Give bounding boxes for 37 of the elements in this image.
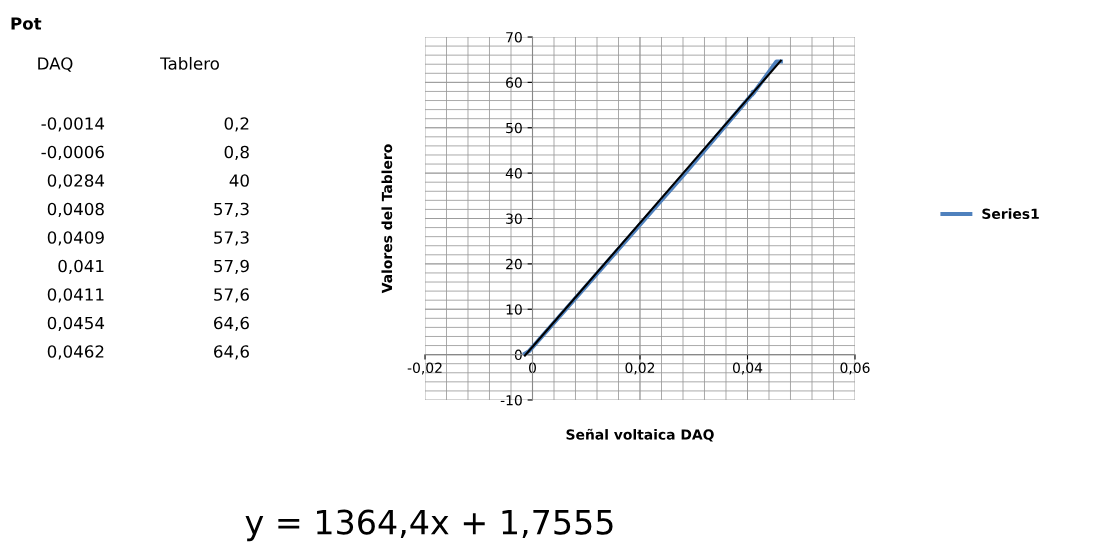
text: 0,0462 — [47, 345, 104, 360]
text: 0,0409 — [47, 231, 104, 246]
text: 0,8 — [224, 145, 249, 161]
x-tick-label: 0,02 — [625, 362, 655, 375]
text: 57,6 — [214, 288, 249, 303]
y-axis-title: Valores del Tablero — [381, 144, 393, 294]
x-axis-title: Señal voltaica DAQ — [566, 428, 714, 442]
text: Tablero — [160, 56, 219, 70]
text: 40 — [229, 174, 249, 187]
text: 0,0408 — [47, 202, 104, 218]
text: 57,3 — [214, 202, 249, 218]
x-tick-label: 0,06 — [840, 362, 870, 375]
text: 0,041 — [58, 259, 104, 275]
text: Pot — [11, 17, 42, 30]
text: 0,0454 — [47, 316, 105, 332]
text: -0,0014 — [41, 117, 105, 132]
x-tick-label: 0,04 — [732, 362, 763, 375]
text: 57,9 — [214, 259, 249, 275]
text: y = 1364,4x + 1,7555 — [245, 509, 613, 542]
y-tick-label: 30 — [506, 213, 522, 224]
y-tick-label: -10 — [500, 394, 522, 406]
y-tick-label: 20 — [506, 258, 522, 270]
text: -0,0006 — [41, 145, 104, 161]
text: DAQ — [38, 57, 73, 72]
y-tick-label: 10 — [506, 304, 522, 315]
legend-label: Series1 — [982, 208, 1039, 220]
y-tick-label: 70 — [506, 31, 522, 43]
text: 57,3 — [214, 231, 249, 246]
text: 64,6 — [214, 345, 249, 360]
text: 0,0284 — [47, 174, 105, 189]
y-tick-label: 60 — [506, 77, 522, 88]
text: 64,6 — [214, 316, 249, 332]
text: 0,0411 — [47, 288, 104, 303]
y-tick-label: 50 — [506, 122, 522, 134]
y-tick-label: 40 — [505, 168, 522, 179]
text: 0,2 — [224, 117, 249, 132]
x-tick-label: -0,02 — [407, 362, 442, 375]
